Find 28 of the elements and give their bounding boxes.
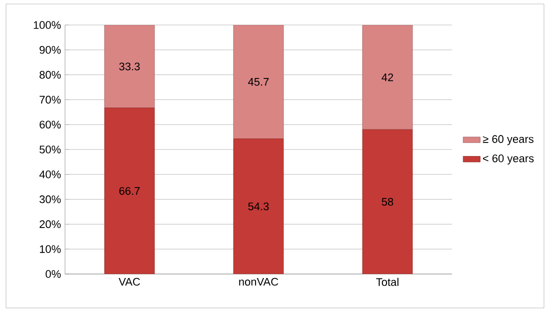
y-tick-label: 40% (39, 170, 61, 178)
y-tick-label: 90% (40, 46, 61, 54)
y-tick-label: 60% (40, 120, 61, 128)
bar (362, 24, 413, 130)
y-tick-label: 10% (40, 245, 61, 253)
x-tick-label: VAC (118, 278, 140, 286)
data-label: 58 (382, 198, 394, 206)
bar (233, 24, 284, 139)
bar (104, 108, 155, 274)
data-label: 42 (382, 73, 394, 82)
y-tick-label: 100% (34, 21, 61, 29)
data-label: 45.7 (248, 78, 269, 86)
data-label: 66.7 (119, 187, 140, 195)
legend-label: < 60 years (482, 154, 534, 164)
y-tick-label: 20% (40, 220, 61, 228)
y-tick-label: 0% (46, 270, 61, 278)
data-label: 54.3 (248, 202, 269, 210)
data-label: 33.3 (119, 62, 140, 70)
legend-label: ≥ 60 years (482, 135, 534, 146)
bar (104, 24, 155, 108)
y-tick-label: 80% (40, 70, 61, 79)
bar (233, 138, 284, 274)
y-tick-label: 50% (40, 146, 61, 154)
bar (362, 129, 413, 274)
y-tick-label: 70% (40, 96, 61, 104)
y-tick-label: 30% (40, 195, 61, 204)
x-tick-label: Total (376, 278, 398, 286)
x-tick-label: nonVAC (239, 278, 278, 286)
